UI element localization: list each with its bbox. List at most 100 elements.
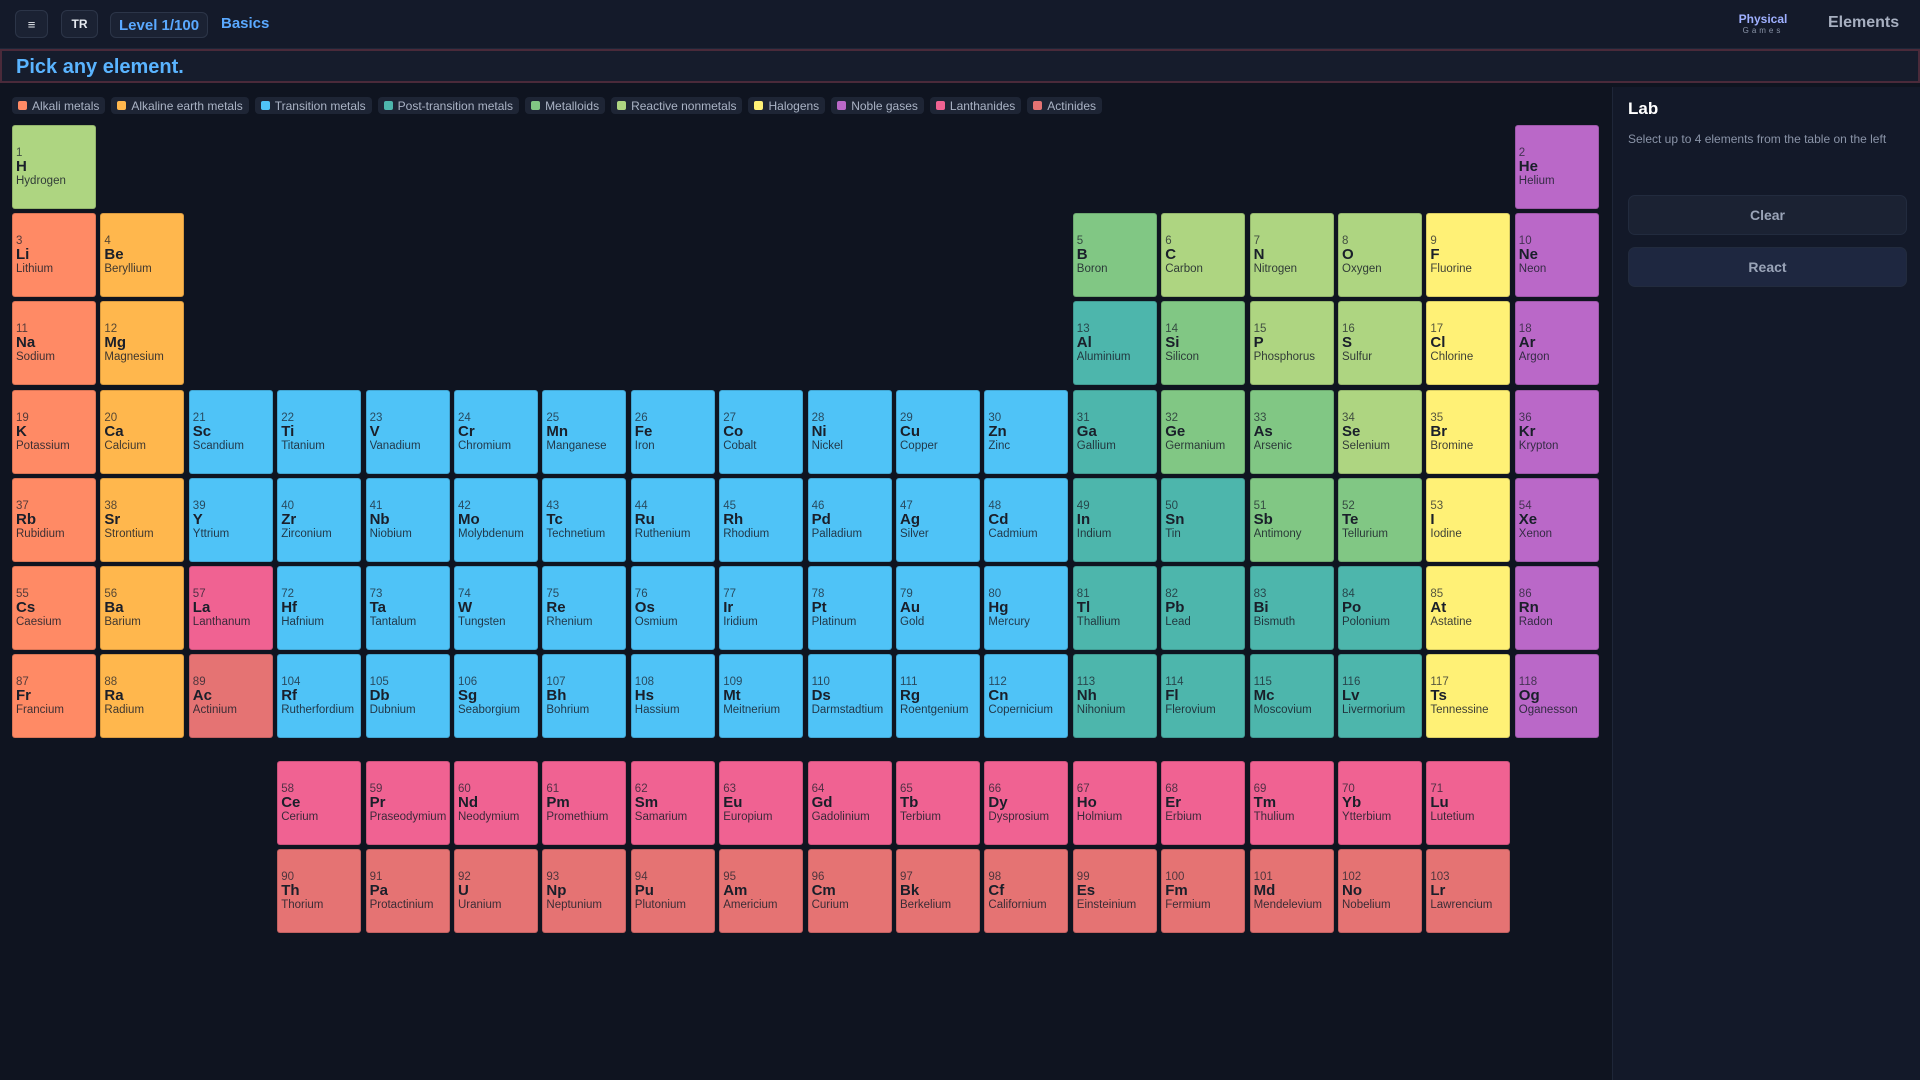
element-cell-mn[interactable]: 25 Mn Manganese [542,389,627,474]
element-cell-ne[interactable]: 10 Ne Neon [1514,213,1599,298]
element-cell-in[interactable]: 49 In Indium [1072,477,1157,562]
element-cell-np[interactable]: 93 Np Neptunium [542,849,627,934]
element-cell-au[interactable]: 79 Au Gold [896,566,980,650]
element-cell-ru[interactable]: 44 Ru Ruthenium [630,477,715,562]
element-cell-te[interactable]: 52 Te Tellurium [1338,477,1422,562]
element-cell-kr[interactable]: 36 Kr Krypton [1514,389,1599,474]
element-cell-os[interactable]: 76 Os Osmium [630,566,715,650]
element-cell-f[interactable]: 9 F Fluorine [1426,213,1511,298]
element-cell-rn[interactable]: 86 Rn Radon [1514,566,1599,650]
element-cell-sr[interactable]: 38 Sr Strontium [100,477,185,562]
element-cell-ca[interactable]: 20 Ca Calcium [100,389,185,474]
element-cell-tl[interactable]: 81 Tl Thallium [1072,566,1157,650]
element-cell-si[interactable]: 14 Si Silicon [1161,301,1246,386]
element-cell-pb[interactable]: 82 Pb Lead [1161,566,1246,650]
element-cell-br[interactable]: 35 Br Bromine [1426,389,1511,474]
element-cell-md[interactable]: 101 Md Mendelevium [1249,849,1334,934]
element-cell-bh[interactable]: 107 Bh Bohrium [542,654,627,739]
element-cell-p[interactable]: 15 P Phosphorus [1249,301,1334,386]
element-cell-er[interactable]: 68 Er Erbium [1161,761,1246,845]
element-cell-la[interactable]: 57 La Lanthanum [188,566,273,650]
element-cell-fr[interactable]: 87 Fr Francium [12,654,96,739]
element-cell-rh[interactable]: 45 Rh Rhodium [719,477,804,562]
element-cell-y[interactable]: 39 Y Yttrium [188,477,273,562]
element-cell-li[interactable]: 3 Li Lithium [12,213,96,298]
element-cell-zr[interactable]: 40 Zr Zirconium [277,477,362,562]
element-cell-ds[interactable]: 110 Ds Darmstadtium [807,654,892,739]
element-cell-nh[interactable]: 113 Nh Nihonium [1072,654,1157,739]
element-cell-tc[interactable]: 43 Tc Technetium [542,477,627,562]
element-cell-cr[interactable]: 24 Cr Chromium [454,389,538,474]
language-button[interactable]: TR [61,10,98,38]
element-cell-mo[interactable]: 42 Mo Molybdenum [454,477,538,562]
element-cell-cu[interactable]: 29 Cu Copper [896,389,980,474]
element-cell-pd[interactable]: 46 Pd Palladium [807,477,892,562]
element-cell-sn[interactable]: 50 Sn Tin [1161,477,1246,562]
element-cell-ba[interactable]: 56 Ba Barium [100,566,185,650]
element-cell-th[interactable]: 90 Th Thorium [277,849,362,934]
element-cell-lv[interactable]: 116 Lv Livermorium [1338,654,1422,739]
element-cell-at[interactable]: 85 At Astatine [1426,566,1511,650]
element-cell-w[interactable]: 74 W Tungsten [454,566,538,650]
element-cell-i[interactable]: 53 I Iodine [1426,477,1511,562]
element-cell-v[interactable]: 23 V Vanadium [365,389,450,474]
element-cell-co[interactable]: 27 Co Cobalt [719,389,804,474]
element-cell-ge[interactable]: 32 Ge Germanium [1161,389,1246,474]
element-cell-tb[interactable]: 65 Tb Terbium [896,761,980,845]
element-cell-cl[interactable]: 17 Cl Chlorine [1426,301,1511,386]
element-cell-mc[interactable]: 115 Mc Moscovium [1249,654,1334,739]
element-cell-ir[interactable]: 77 Ir Iridium [719,566,804,650]
element-cell-mg[interactable]: 12 Mg Magnesium [100,301,185,386]
menu-button[interactable]: ≡ [15,10,48,38]
element-cell-c[interactable]: 6 C Carbon [1161,213,1246,298]
element-cell-db[interactable]: 105 Db Dubnium [365,654,450,739]
element-cell-nb[interactable]: 41 Nb Niobium [365,477,450,562]
element-cell-pm[interactable]: 61 Pm Promethium [542,761,627,845]
element-cell-sg[interactable]: 106 Sg Seaborgium [454,654,538,739]
element-cell-ta[interactable]: 73 Ta Tantalum [365,566,450,650]
element-cell-ra[interactable]: 88 Ra Radium [100,654,185,739]
element-cell-pr[interactable]: 59 Pr Praseodymium [365,761,450,845]
element-cell-fl[interactable]: 114 Fl Flerovium [1161,654,1246,739]
element-cell-zn[interactable]: 30 Zn Zinc [984,389,1069,474]
element-cell-xe[interactable]: 54 Xe Xenon [1514,477,1599,562]
element-cell-bi[interactable]: 83 Bi Bismuth [1249,566,1334,650]
element-cell-na[interactable]: 11 Na Sodium [12,301,96,386]
react-button[interactable]: React [1628,247,1907,287]
element-cell-dy[interactable]: 66 Dy Dysprosium [984,761,1069,845]
element-cell-ni[interactable]: 28 Ni Nickel [807,389,892,474]
element-cell-sc[interactable]: 21 Sc Scandium [188,389,273,474]
element-cell-as[interactable]: 33 As Arsenic [1249,389,1334,474]
element-cell-ga[interactable]: 31 Ga Gallium [1072,389,1157,474]
element-cell-cs[interactable]: 55 Cs Caesium [12,566,96,650]
element-cell-ts[interactable]: 117 Ts Tennessine [1426,654,1511,739]
element-cell-pt[interactable]: 78 Pt Platinum [807,566,892,650]
element-cell-ho[interactable]: 67 Ho Holmium [1072,761,1157,845]
element-cell-hf[interactable]: 72 Hf Hafnium [277,566,362,650]
element-cell-se[interactable]: 34 Se Selenium [1338,389,1422,474]
element-cell-o[interactable]: 8 O Oxygen [1338,213,1422,298]
element-cell-rb[interactable]: 37 Rb Rubidium [12,477,96,562]
element-cell-tm[interactable]: 69 Tm Thulium [1249,761,1334,845]
element-cell-s[interactable]: 16 S Sulfur [1338,301,1422,386]
element-cell-fe[interactable]: 26 Fe Iron [630,389,715,474]
element-cell-gd[interactable]: 64 Gd Gadolinium [807,761,892,845]
element-cell-lr[interactable]: 103 Lr Lawrencium [1426,849,1511,934]
element-cell-cn[interactable]: 112 Cn Copernicium [984,654,1069,739]
element-cell-n[interactable]: 7 N Nitrogen [1249,213,1334,298]
element-cell-be[interactable]: 4 Be Beryllium [100,213,185,298]
element-cell-am[interactable]: 95 Am Americium [719,849,804,934]
element-cell-ce[interactable]: 58 Ce Cerium [277,761,362,845]
element-cell-rg[interactable]: 111 Rg Roentgenium [896,654,980,739]
element-cell-re[interactable]: 75 Re Rhenium [542,566,627,650]
mode-label[interactable]: Basics [221,15,270,32]
element-cell-yb[interactable]: 70 Yb Ytterbium [1338,761,1422,845]
element-cell-ac[interactable]: 89 Ac Actinium [188,654,273,739]
element-cell-hg[interactable]: 80 Hg Mercury [984,566,1069,650]
level-badge[interactable]: Level 1/100 [110,12,209,38]
element-cell-es[interactable]: 99 Es Einsteinium [1072,849,1157,934]
element-cell-u[interactable]: 92 U Uranium [454,849,538,934]
element-cell-pa[interactable]: 91 Pa Protactinium [365,849,450,934]
element-cell-h[interactable]: 1 H Hydrogen [12,125,96,209]
element-cell-og[interactable]: 118 Og Oganesson [1514,654,1599,739]
